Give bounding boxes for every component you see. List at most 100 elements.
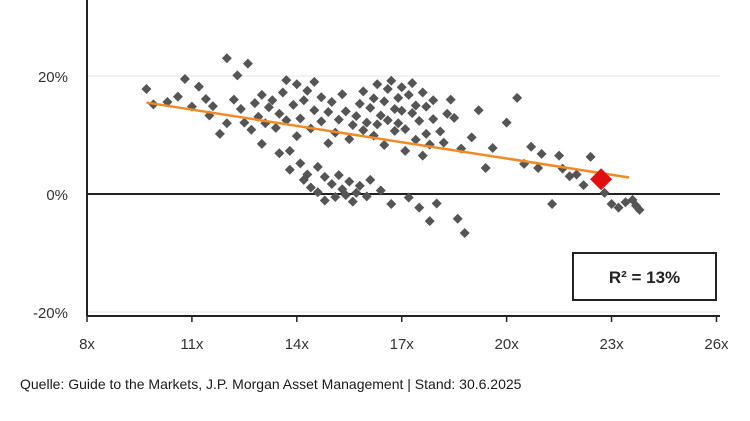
data-point <box>344 176 355 187</box>
y-tick-label: 20% <box>38 69 68 86</box>
data-point <box>410 100 421 111</box>
data-point <box>347 119 358 130</box>
data-point <box>501 117 512 128</box>
data-point <box>473 105 484 116</box>
data-point <box>585 151 596 162</box>
data-point <box>316 92 327 103</box>
data-point <box>358 86 369 97</box>
data-point <box>365 102 376 113</box>
data-point <box>480 163 491 174</box>
highlight-point <box>590 168 613 191</box>
x-tick-label: 26x <box>704 336 729 353</box>
data-point <box>302 85 313 96</box>
data-point <box>613 202 624 213</box>
data-point <box>389 125 400 136</box>
data-point <box>536 148 547 159</box>
data-point <box>298 95 309 106</box>
data-point <box>326 178 337 189</box>
data-point <box>606 199 617 210</box>
data-point <box>239 117 250 128</box>
data-point <box>200 94 211 105</box>
data-point <box>417 87 428 98</box>
data-point <box>526 141 537 152</box>
data-point <box>270 122 281 133</box>
data-point <box>452 213 463 224</box>
data-point <box>428 114 439 125</box>
data-point <box>267 95 278 106</box>
data-point <box>288 99 299 110</box>
data-point <box>396 82 407 93</box>
data-point <box>375 110 386 121</box>
data-point <box>354 98 365 109</box>
r-squared-box <box>572 252 717 301</box>
data-point <box>372 79 383 90</box>
data-point <box>249 98 260 109</box>
data-point <box>246 124 257 135</box>
data-point <box>459 227 470 238</box>
data-point <box>407 78 418 89</box>
data-point <box>316 116 327 127</box>
data-point <box>312 161 323 172</box>
data-point <box>228 94 239 105</box>
data-point <box>323 106 334 117</box>
data-point <box>435 126 446 137</box>
source-note: Quelle: Guide to the Markets, J.P. Morga… <box>20 376 522 392</box>
data-point <box>466 132 477 143</box>
y-tick-label: 0% <box>46 187 68 204</box>
data-point <box>179 73 190 84</box>
data-point <box>442 108 453 119</box>
highlight-group <box>590 168 613 191</box>
data-point <box>330 191 341 202</box>
data-point <box>347 196 358 207</box>
data-point <box>354 180 365 191</box>
data-point <box>358 125 369 136</box>
data-point <box>571 169 582 180</box>
data-point <box>403 192 414 203</box>
data-point <box>386 75 397 86</box>
data-point <box>302 169 313 180</box>
data-point <box>396 105 407 116</box>
data-point <box>578 180 589 191</box>
data-point <box>379 140 390 151</box>
data-points <box>141 53 645 238</box>
data-point <box>393 92 404 103</box>
data-point <box>207 101 218 112</box>
data-point <box>295 113 306 124</box>
data-point <box>340 190 351 201</box>
data-point <box>382 115 393 126</box>
data-point <box>291 131 302 142</box>
data-point <box>547 199 558 210</box>
data-point <box>274 148 285 159</box>
data-point <box>274 108 285 119</box>
data-point <box>431 198 442 209</box>
data-point <box>389 104 400 115</box>
data-point <box>421 128 432 139</box>
data-point <box>407 108 418 119</box>
axes: 20% 0% -20% 8x 11x 14x 17x 20x 23x 26x <box>33 0 729 353</box>
data-point <box>193 81 204 92</box>
r-squared-annotation: R² = 13% <box>572 252 717 301</box>
data-point <box>221 118 232 129</box>
data-point <box>512 92 523 103</box>
x-tick-label: 20x <box>495 336 520 353</box>
data-point <box>284 145 295 156</box>
r-squared-label: R² = 13% <box>609 268 680 287</box>
data-point <box>554 150 565 161</box>
data-point <box>414 202 425 213</box>
data-point <box>379 96 390 107</box>
data-point <box>351 187 362 198</box>
data-point <box>445 94 456 105</box>
data-point <box>372 119 383 130</box>
data-point <box>634 204 645 215</box>
x-tick-label: 11x <box>180 336 204 353</box>
data-point <box>326 96 337 107</box>
data-point <box>242 58 253 69</box>
data-point <box>295 158 306 169</box>
data-point <box>365 174 376 185</box>
x-tick-label: 17x <box>390 336 415 353</box>
data-point <box>400 145 411 156</box>
data-point <box>319 171 330 182</box>
data-point <box>533 163 544 174</box>
data-point <box>340 106 351 117</box>
data-point <box>277 87 288 98</box>
